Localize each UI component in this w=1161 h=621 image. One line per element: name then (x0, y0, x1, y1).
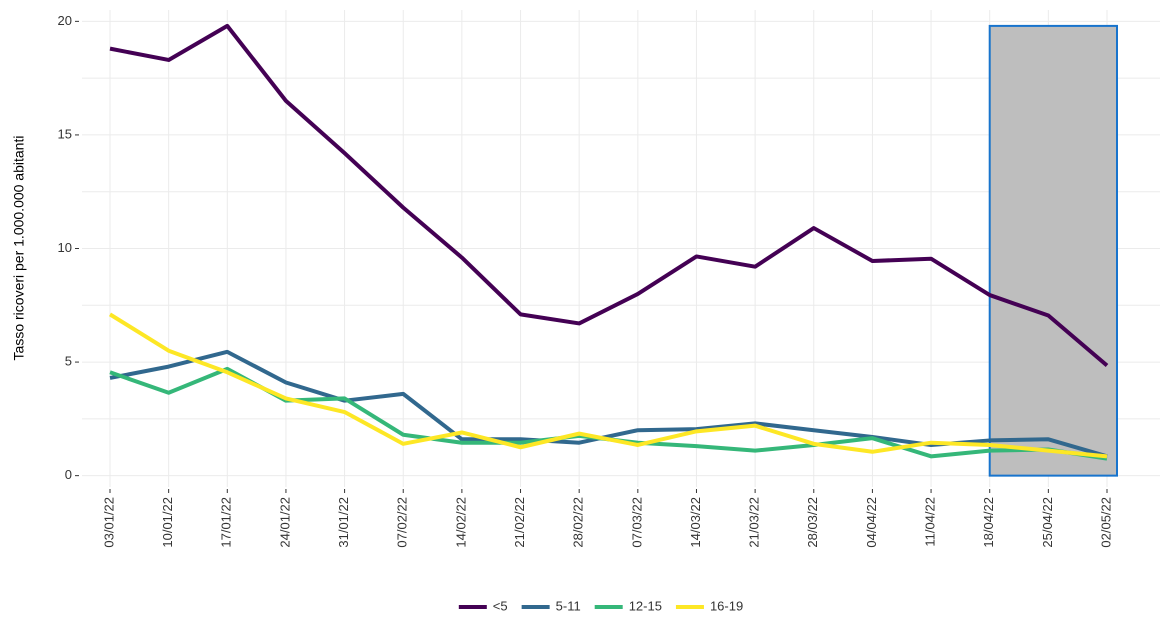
x-tick-label: 11/04/22 (922, 497, 937, 547)
y-axis-label: Tasso ricoveri per 1.000.000 abitanti (11, 136, 27, 361)
x-tick-label: 03/01/22 (101, 497, 116, 548)
x-tick-label: 21/02/22 (512, 497, 527, 548)
y-tick-label: 5 (65, 354, 72, 369)
highlight-box (988, 24, 1118, 477)
x-tick-label: 17/01/22 (219, 497, 234, 548)
x-tick-label: 25/04/22 (1040, 497, 1055, 548)
x-tick-label: 04/04/22 (864, 497, 879, 548)
legend-label: <5 (493, 598, 508, 613)
y-tick-label: 10 (58, 240, 72, 255)
y-tick-label: 0 (65, 467, 72, 482)
legend-label: 16-19 (710, 598, 743, 613)
x-tick-label: 24/01/22 (277, 497, 292, 548)
x-tick-label: 21/03/22 (747, 497, 762, 548)
x-tick-label: 14/02/22 (453, 497, 468, 548)
legend: <5 5-11 12-15 16-19 (458, 598, 743, 613)
x-tick-label: 28/03/22 (805, 497, 820, 548)
x-tick-label: 07/02/22 (395, 497, 410, 548)
series-line (109, 23, 1109, 368)
x-tick-label: 18/04/22 (981, 497, 996, 548)
x-tick-label: 31/01/22 (336, 497, 351, 548)
x-tick-label: 28/02/22 (571, 497, 586, 548)
x-tick-label: 02/05/22 (1098, 497, 1113, 548)
legend-label: 5-11 (556, 598, 581, 613)
y-tick-label: 20 (58, 13, 72, 28)
x-tick-label: 14/03/22 (688, 497, 703, 548)
series-line (108, 312, 1108, 459)
legend-label: 12-15 (629, 598, 662, 613)
x-tick-label: 07/03/22 (629, 497, 644, 548)
y-tick-label: 15 (58, 126, 72, 141)
x-tick-label: 10/01/22 (160, 497, 175, 548)
